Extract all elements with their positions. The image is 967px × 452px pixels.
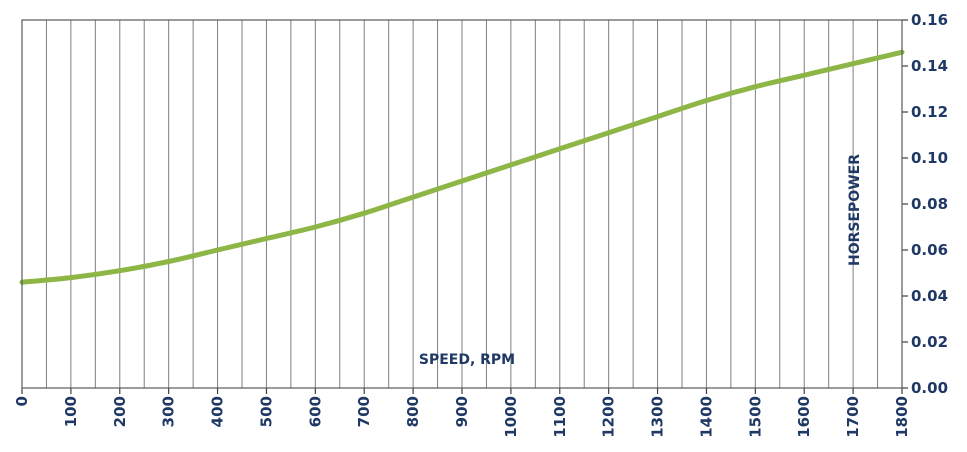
- y-tick-label: 0.04: [911, 287, 948, 305]
- x-tick-label: 600: [306, 396, 324, 427]
- x-tick-label: 1400: [697, 396, 715, 438]
- series-line: [19, 49, 905, 285]
- x-tick-label: 1100: [551, 396, 569, 438]
- x-tick-label: 900: [453, 396, 471, 427]
- y-tick-label: 0.16: [911, 11, 948, 29]
- x-tick-label: 1200: [600, 396, 618, 438]
- y-tick-label: 0.14: [911, 57, 948, 75]
- x-tick-label: 1700: [844, 396, 862, 438]
- y-tick-label: 0.10: [911, 149, 948, 167]
- x-tick-label: 300: [160, 396, 178, 427]
- y-tick-label: 0.00: [911, 379, 948, 397]
- x-tick-label: 1000: [502, 396, 520, 438]
- series-layer: [19, 49, 905, 285]
- x-tick-label: 200: [111, 396, 129, 427]
- grid: [45, 20, 879, 388]
- x-axis-title: SPEED, RPM: [419, 352, 515, 368]
- y-tick-label: 0.02: [911, 333, 948, 351]
- y-axis-title: HORSEPOWER: [847, 154, 863, 266]
- y-axis-ticks: 0.00 0.02 0.04 0.06 0.08 0.10 0.12 0.14 0.16: [902, 11, 948, 397]
- y-tick-label: 0.12: [911, 103, 948, 121]
- x-tick-label: 800: [404, 396, 422, 427]
- y-tick-label: 0.08: [911, 195, 948, 213]
- x-tick-label: 400: [209, 396, 227, 427]
- plot-frame: [21, 19, 903, 389]
- x-tick-label: 1500: [746, 396, 764, 438]
- x-tick-label: 1300: [649, 396, 667, 438]
- x-tick-label: 700: [355, 396, 373, 427]
- x-tick-label: 0: [13, 396, 31, 406]
- x-tick-label: 100: [62, 396, 80, 427]
- y-tick-label: 0.06: [911, 241, 948, 259]
- x-axis-ticks: 0 100 200 300 400 500 600 700 800 900 1000 1100 1200…: [13, 388, 911, 438]
- x-tick-label: 500: [257, 396, 275, 427]
- x-tick-label: 1800: [893, 396, 911, 438]
- x-tick-label: 1600: [795, 396, 813, 438]
